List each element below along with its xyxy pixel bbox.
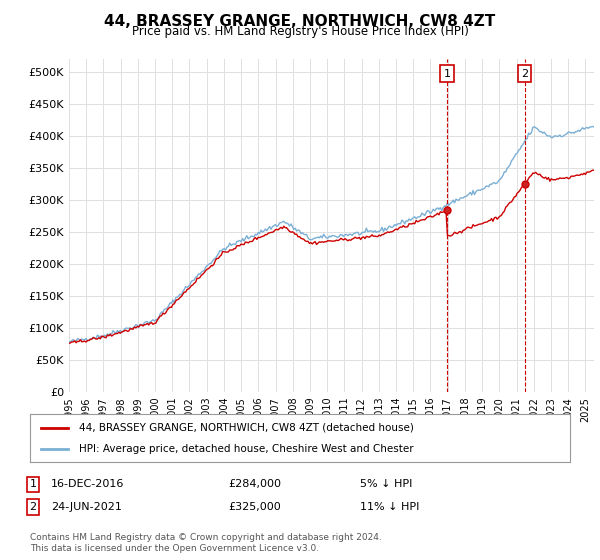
Text: 1: 1: [443, 68, 451, 78]
Text: 24-JUN-2021: 24-JUN-2021: [51, 502, 122, 512]
Text: 1: 1: [29, 479, 37, 489]
Text: Price paid vs. HM Land Registry's House Price Index (HPI): Price paid vs. HM Land Registry's House …: [131, 25, 469, 38]
Text: 44, BRASSEY GRANGE, NORTHWICH, CW8 4ZT (detached house): 44, BRASSEY GRANGE, NORTHWICH, CW8 4ZT (…: [79, 423, 413, 433]
Text: Contains HM Land Registry data © Crown copyright and database right 2024.
This d: Contains HM Land Registry data © Crown c…: [30, 533, 382, 553]
Text: 2: 2: [521, 68, 529, 78]
Text: 44, BRASSEY GRANGE, NORTHWICH, CW8 4ZT: 44, BRASSEY GRANGE, NORTHWICH, CW8 4ZT: [104, 14, 496, 29]
Text: £325,000: £325,000: [228, 502, 281, 512]
Text: HPI: Average price, detached house, Cheshire West and Chester: HPI: Average price, detached house, Ches…: [79, 444, 413, 454]
Text: 5% ↓ HPI: 5% ↓ HPI: [360, 479, 412, 489]
Text: £284,000: £284,000: [228, 479, 281, 489]
Text: 16-DEC-2016: 16-DEC-2016: [51, 479, 124, 489]
Text: 11% ↓ HPI: 11% ↓ HPI: [360, 502, 419, 512]
Text: 2: 2: [29, 502, 37, 512]
